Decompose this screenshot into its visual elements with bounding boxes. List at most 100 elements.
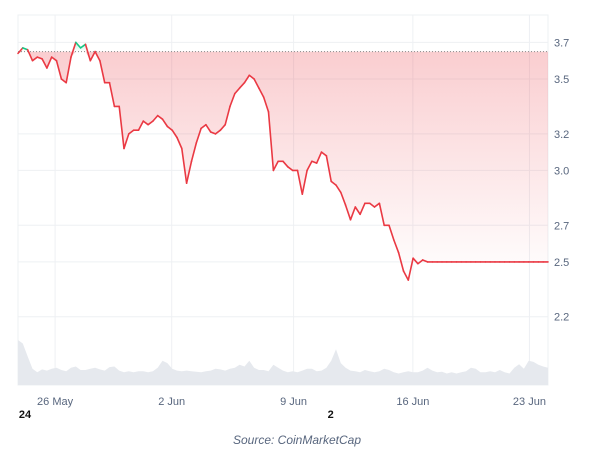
- price-segment: [272, 160, 280, 172]
- price-segment: [171, 129, 178, 139]
- price-segment: [60, 78, 67, 84]
- price-segment: [234, 87, 241, 95]
- price-segment: [36, 56, 43, 60]
- y-tick-label: 2.7: [554, 220, 569, 232]
- price-segment: [46, 56, 53, 69]
- price-segment: [248, 74, 255, 80]
- price-segment: [229, 92, 236, 108]
- price-segment: [142, 120, 149, 126]
- y-tick-label: 3.2: [554, 129, 569, 141]
- price-segment: [26, 48, 34, 62]
- price-segment: [176, 136, 183, 150]
- price-segment: [75, 41, 82, 49]
- price-segment: [41, 58, 48, 69]
- x-tick-label: 26 May: [37, 396, 74, 408]
- x-tick-label: 16 Jun: [396, 396, 429, 408]
- volume-area-path: [18, 340, 548, 385]
- price-fill-down: [18, 51, 548, 281]
- price-segment: [282, 160, 289, 168]
- price-segment: [243, 74, 251, 84]
- price-area: [18, 42, 548, 281]
- price-segment: [195, 127, 202, 144]
- price-segment: [219, 123, 226, 131]
- price-segment: [320, 151, 328, 157]
- price-segment: [306, 160, 313, 172]
- price-segment: [286, 166, 294, 172]
- price-segment: [253, 78, 260, 89]
- price-segment: [335, 184, 342, 194]
- price-segment: [311, 160, 318, 164]
- price-segment: [373, 202, 381, 208]
- price-segment: [359, 202, 366, 216]
- price-segment: [50, 56, 58, 62]
- price-segment: [378, 202, 386, 227]
- price-segment: [128, 129, 135, 135]
- price-segment: [330, 180, 337, 186]
- price-segment: [55, 59, 63, 80]
- price-segment: [349, 206, 357, 221]
- price-segment: [152, 114, 159, 122]
- y-tick-label: 3.7: [554, 37, 569, 49]
- price-segment: [79, 43, 87, 49]
- price-segment: [89, 50, 96, 62]
- x-axis: 26 May 2 Jun 9 Jun 16 Jun 23 Jun 24 2: [19, 396, 546, 421]
- price-segment: [258, 87, 265, 99]
- price-segment: [84, 43, 92, 62]
- x-tick-label: 9 Jun: [280, 396, 307, 408]
- price-segment: [161, 118, 169, 128]
- price-segment: [262, 96, 270, 113]
- price-segment: [412, 257, 419, 265]
- price-segment: [118, 105, 125, 150]
- y-tick-label: 2.2: [554, 312, 569, 324]
- price-segment: [339, 191, 347, 206]
- price-segment: [392, 239, 400, 254]
- price-segment: [200, 123, 207, 130]
- price-segment: [325, 155, 333, 183]
- price-segment: [296, 169, 304, 195]
- price-segment: [65, 56, 72, 84]
- price-segment: [166, 125, 173, 131]
- price-fill-up: [18, 42, 548, 52]
- price-segment: [301, 169, 308, 195]
- price-segment: [108, 81, 116, 108]
- price-segment: [417, 259, 424, 265]
- y-tick-label: 2.5: [554, 257, 569, 269]
- price-line: [17, 41, 549, 281]
- price-segment: [354, 206, 361, 216]
- price-segment: [344, 204, 352, 221]
- x-edge-label: 2: [328, 409, 334, 421]
- volume-area: [18, 340, 548, 385]
- price-segment: [397, 251, 405, 272]
- price-segment: [205, 123, 212, 133]
- price-segment: [214, 129, 222, 135]
- price-segment: [238, 81, 246, 89]
- price-segment: [388, 224, 395, 241]
- price-segment: [137, 120, 145, 131]
- price-segment: [402, 270, 410, 281]
- price-segment: [70, 41, 77, 58]
- y-tick-label: 3.5: [554, 74, 569, 86]
- price-segment: [421, 259, 429, 263]
- price-segment: [94, 50, 101, 62]
- price-segment: [31, 56, 39, 62]
- price-segment: [185, 160, 193, 184]
- x-edge-label: 24: [19, 409, 32, 421]
- price-segment: [99, 59, 106, 84]
- price-segment: [123, 133, 130, 150]
- price-segment: [156, 114, 164, 120]
- price-segment: [147, 120, 154, 126]
- x-tick-label: 2 Jun: [158, 396, 185, 408]
- price-segment: [209, 131, 217, 135]
- y-tick-label: 3.0: [554, 165, 569, 177]
- price-segment: [181, 147, 188, 184]
- y-axis: 3.7 3.5 3.2 3.0 2.7 2.5 2.2: [554, 37, 569, 323]
- x-tick-label: 23 Jun: [513, 396, 546, 408]
- price-segment: [315, 151, 323, 164]
- source-caption: Source: CoinMarketCap: [232, 433, 362, 447]
- price-segment: [21, 47, 29, 51]
- price-segment: [267, 111, 275, 172]
- price-segment: [407, 257, 414, 281]
- price-segment: [224, 105, 231, 126]
- price-segment: [368, 202, 376, 208]
